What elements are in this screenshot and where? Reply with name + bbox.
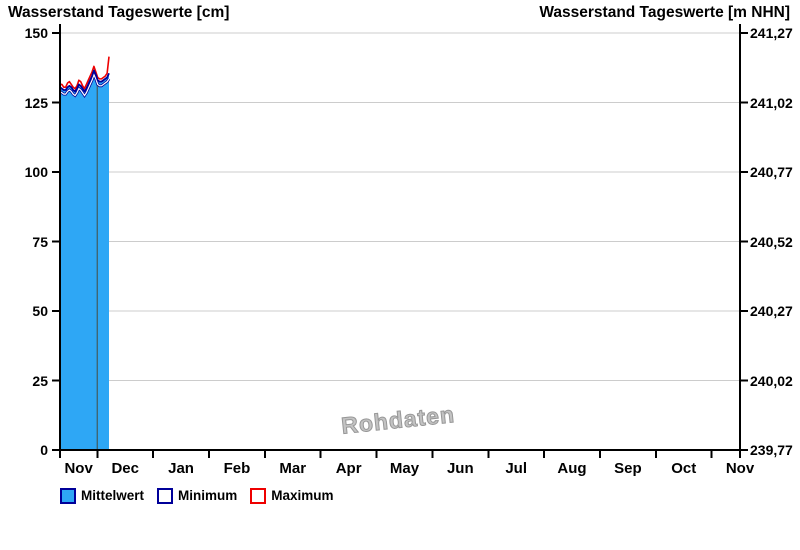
x-month-label: Dec bbox=[111, 460, 139, 477]
y-left-tick-label: 125 bbox=[24, 94, 48, 111]
chart-title-right: Wasserstand Tageswerte [m NHN] bbox=[539, 4, 790, 21]
y-right-tick-label: 240,52 bbox=[750, 233, 793, 250]
y-left-tick-label: 50 bbox=[32, 303, 48, 319]
y-left-tick-label: 75 bbox=[32, 233, 48, 250]
chart-title-left: Wasserstand Tageswerte [cm] bbox=[8, 4, 230, 21]
y-right-tick-label: 240,27 bbox=[750, 303, 793, 319]
legend-label-mittelwert: Mittelwert bbox=[81, 488, 145, 503]
y-right-tick-label: 239,77 bbox=[750, 442, 793, 458]
y-right-tick-label: 240,02 bbox=[750, 372, 793, 389]
series-mittelwert-line bbox=[59, 69, 110, 93]
legend-item-maximum: Maximum bbox=[250, 488, 334, 504]
x-month-label: Aug bbox=[557, 460, 587, 477]
y-left-tick-label: 25 bbox=[32, 372, 48, 389]
legend-label-maximum: Maximum bbox=[271, 488, 334, 503]
x-month-label: Nov bbox=[725, 460, 755, 477]
x-month-label: Oct bbox=[671, 460, 697, 477]
legend-swatch-mittelwert-icon bbox=[60, 488, 76, 504]
legend-swatch-maximum-icon bbox=[250, 488, 267, 504]
series-maximum-line bbox=[60, 56, 110, 90]
y-right-tick-label: 241,27 bbox=[750, 25, 793, 41]
y-left-tick-label: 150 bbox=[24, 25, 48, 41]
legend-swatch-minimum-icon bbox=[157, 488, 174, 504]
series-minimum-line bbox=[59, 73, 110, 97]
y-right-tick-label: 240,77 bbox=[750, 164, 793, 180]
y-right-tick-label: 241,02 bbox=[750, 94, 793, 111]
x-month-label: Sep bbox=[614, 460, 642, 477]
x-month-label: Feb bbox=[223, 460, 251, 477]
x-month-label: Jul bbox=[505, 460, 528, 477]
legend-item-mittelwert: Mittelwert bbox=[60, 488, 144, 504]
x-month-label: Mar bbox=[279, 460, 307, 477]
x-month-label: Jun bbox=[446, 460, 474, 477]
x-month-label: Jan bbox=[168, 460, 194, 477]
legend-label-minimum: Minimum bbox=[178, 488, 238, 503]
x-month-label: May bbox=[389, 460, 420, 477]
legend-item-minimum: Minimum bbox=[157, 488, 237, 504]
y-left-tick-label: 0 bbox=[40, 442, 48, 458]
y-left-tick-label: 100 bbox=[24, 164, 48, 180]
x-month-label: Nov bbox=[64, 460, 93, 477]
legend: Mittelwert Minimum Maximum bbox=[60, 488, 347, 504]
series-mittelwert-area bbox=[60, 70, 109, 449]
x-month-label: Apr bbox=[335, 460, 362, 477]
